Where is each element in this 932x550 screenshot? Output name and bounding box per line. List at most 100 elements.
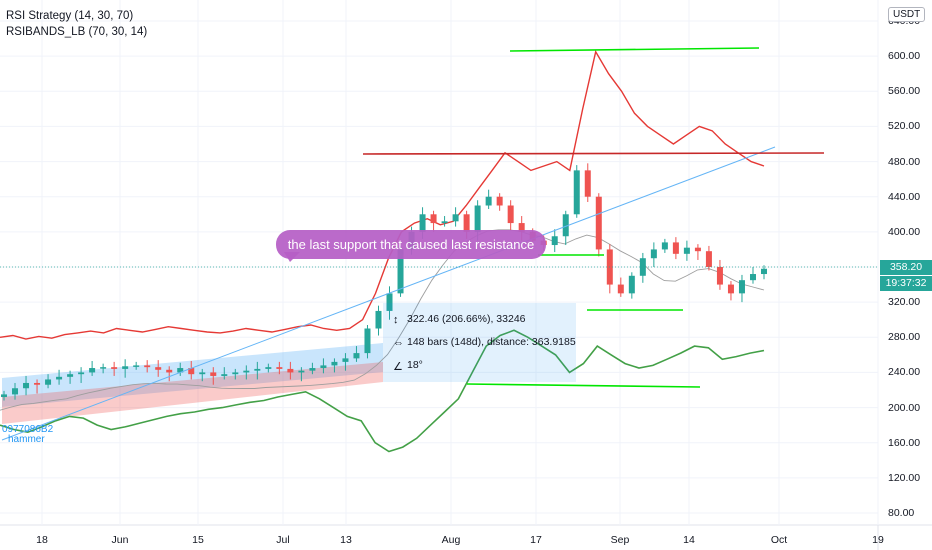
candle-body [254, 368, 261, 371]
candle-body [452, 214, 459, 222]
y-tick-label: 600.00 [888, 50, 921, 63]
bars-icon: ⇔ [393, 337, 404, 349]
candle-body [342, 358, 349, 362]
candle-body [650, 249, 657, 259]
candle-body [375, 310, 382, 329]
candle-body [419, 214, 426, 232]
candle-body [122, 366, 129, 369]
x-tick-label: Aug [441, 534, 461, 546]
callout-tail [284, 252, 300, 262]
y-tick-label: 480.00 [888, 155, 921, 168]
middle-line [0, 229, 765, 411]
candle-body [210, 372, 217, 376]
drawings [0, 47, 878, 441]
upper-band-line [0, 49, 765, 340]
candle-body [386, 293, 393, 311]
candle-body [34, 382, 41, 385]
x-tick-label: 18 [36, 534, 48, 546]
trendline [1, 146, 776, 441]
y-tick-label: 120.00 [888, 471, 921, 484]
y-tick-label: 160.00 [888, 436, 921, 449]
y-tick-label: 280.00 [888, 331, 921, 344]
candle-body [232, 372, 239, 375]
candle-body [430, 214, 437, 224]
candle-body [111, 367, 118, 369]
red-channel [2, 362, 383, 424]
candle-body [562, 214, 569, 237]
candle-body [133, 365, 140, 367]
measure-angle: 18° [407, 359, 423, 371]
candle-body [485, 196, 492, 206]
resistance-line [362, 152, 825, 155]
candle-body [320, 365, 327, 369]
candle-body [331, 361, 338, 366]
candle-body [761, 268, 767, 275]
y-tick-label: 80.00 [888, 507, 915, 519]
candle-body [573, 170, 580, 215]
top-level-line [509, 47, 760, 52]
chart-series [0, 49, 765, 453]
x-tick-label: 15 [192, 534, 204, 546]
lower-band-support-line [466, 383, 701, 388]
candle-body [89, 368, 96, 373]
legend-rsi-strategy[interactable]: RSI Strategy (14, 30, 70) [6, 10, 134, 22]
candle-body [628, 275, 635, 294]
currency-button[interactable]: USDT [888, 7, 926, 22]
candle-body [23, 382, 30, 389]
candle-body [298, 370, 305, 373]
callout-note[interactable]: the last support that caused last resist… [276, 230, 546, 259]
x-tick-label: Sep [610, 534, 630, 546]
x-tick-label: 17 [530, 534, 542, 546]
candle-body [364, 328, 371, 354]
measure-price: 322.46 (206.66%), 33246 [407, 313, 526, 325]
countdown-tag: 19:37:32 [880, 276, 932, 291]
lower-band-line [0, 329, 765, 453]
x-tick-label: 13 [340, 534, 352, 546]
legend-rsibands[interactable]: RSIBANDS_LB (70, 30, 14) [6, 26, 148, 38]
candle-body [397, 249, 404, 294]
x-tick-label: Jun [111, 534, 129, 546]
candle-body [155, 367, 162, 370]
candle-body [144, 365, 151, 368]
candle-body [518, 223, 525, 232]
candle-body [309, 368, 316, 371]
y-tick-label: 400.00 [888, 225, 921, 238]
angle-icon: ∠ [393, 361, 403, 373]
x-tick-label: Oct [770, 534, 788, 546]
candle-body [188, 368, 195, 375]
candle-body [661, 242, 668, 250]
candle-body [595, 196, 602, 250]
candle-body [727, 284, 734, 294]
candle-body [683, 247, 690, 254]
candle-body [243, 370, 250, 373]
candle-body [353, 353, 360, 359]
candle-body [177, 368, 184, 373]
candle-body [672, 242, 679, 254]
y-tick-label: 320.00 [888, 296, 921, 309]
candle-body [12, 388, 19, 395]
candle-body [716, 267, 723, 285]
candle-body [551, 236, 558, 246]
y-tick-label: 560.00 [888, 85, 921, 98]
candle-body [221, 374, 228, 376]
candle-body [166, 369, 173, 373]
candle-body [738, 280, 745, 294]
candle-body [474, 205, 481, 232]
price-axis[interactable]: 80.00 120.00 160.00 200.00 240.00 280.00 320.0… [878, 0, 932, 550]
range-icon: ↕ [393, 314, 399, 326]
candle-body [507, 205, 514, 224]
x-tick-label: 14 [683, 534, 695, 546]
id-label: 0977086B2 [2, 424, 54, 435]
y-tick-label: 440.00 [888, 190, 921, 203]
candle-body [265, 367, 272, 369]
candle-body [617, 284, 624, 294]
candle-body [56, 376, 63, 380]
measure-bars: 148 bars (148d), distance: 363.9185 [407, 336, 576, 348]
measure-box[interactable]: ↕ 322.46 (206.66%), 33246 ⇔ 148 bars (14… [383, 303, 576, 382]
candle-body [496, 196, 503, 206]
candle-body [584, 170, 591, 197]
candle-body [78, 372, 85, 375]
last-price-tag: 358.20 [880, 260, 932, 275]
